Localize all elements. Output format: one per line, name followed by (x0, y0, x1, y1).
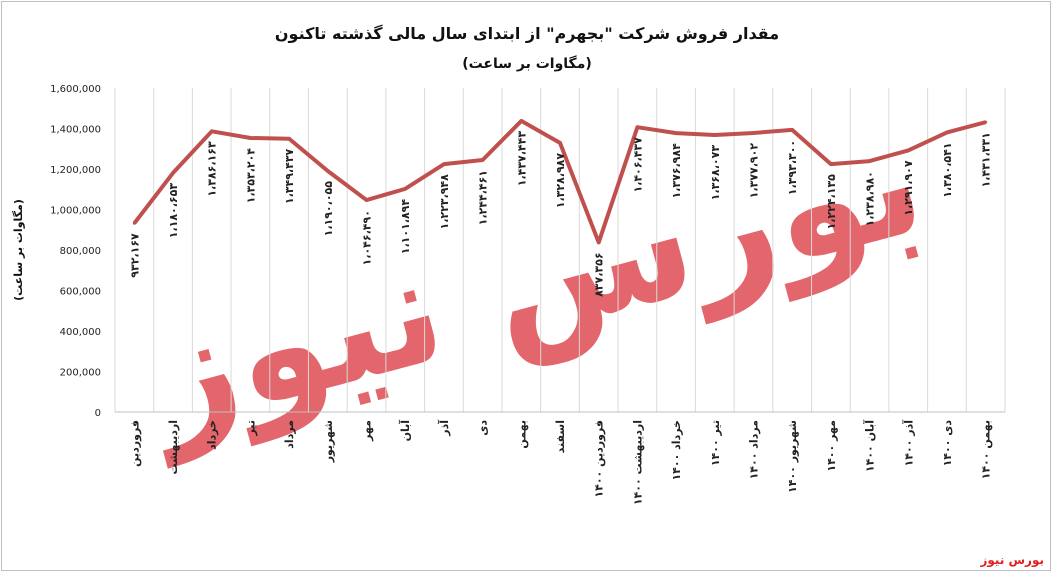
data-point (751, 131, 755, 135)
data-label: ۱،۱۰۱،۸۹۴ (399, 199, 412, 255)
data-point (132, 221, 136, 225)
data-point (365, 198, 369, 202)
y-tick-label: 0 (95, 408, 101, 419)
data-point (558, 141, 562, 145)
data-label: ۱،۱۸۰،۶۵۳ (167, 183, 180, 239)
data-point (326, 169, 330, 173)
data-point (287, 137, 291, 141)
data-label: ۱،۳۸۶،۱۶۳ (206, 141, 219, 197)
chart-title: مقدار فروش شرکت "بجهرم" از ابتدای سال ما… (274, 24, 780, 43)
y-tick-label: 400,000 (60, 327, 101, 338)
data-label: ۱،۳۶۸،۰۷۳ (709, 145, 722, 201)
y-tick-label: 200,000 (60, 368, 101, 379)
series-line (132, 118, 988, 245)
data-point (519, 119, 523, 123)
data-point (481, 158, 485, 162)
x-tick-label: آذر ۱۴۰۰ (901, 420, 915, 467)
x-tick-label: خرداد (206, 420, 219, 450)
data-label: ۱،۳۷۷،۹۰۲ (747, 143, 760, 199)
data-point (210, 129, 214, 133)
data-point (984, 120, 988, 124)
data-point (790, 128, 794, 132)
data-point (171, 171, 175, 175)
data-point (597, 240, 601, 244)
y-tick-label: 600,000 (60, 287, 101, 298)
data-point (403, 187, 407, 191)
data-label: ۱،۳۴۹،۴۳۷ (283, 148, 296, 204)
data-point (635, 125, 639, 129)
plot-grid (114, 88, 1006, 413)
y-tick-label: 1,400,000 (50, 125, 101, 136)
data-label: ۱،۴۰۶،۴۳۷ (631, 137, 644, 193)
data-label: ۱،۲۲۴،۱۳۵ (825, 174, 838, 230)
data-label: ۱،۲۹۱،۹۰۷ (902, 160, 915, 216)
data-label: ۱،۳۹۳،۳۰۰ (786, 140, 799, 195)
data-label: ۱،۳۵۳،۲۰۴ (244, 148, 257, 204)
x-tick-label: فروردین ۱۴۰۰ (593, 420, 606, 498)
y-tick-label: 1,000,000 (50, 206, 101, 217)
x-axis: فروردین اردیبهشت خرداد تیر مرداد شهریور مهر آبا… (128, 420, 992, 506)
x-tick-label: آبان ۱۴۰۰ (863, 420, 877, 472)
y-tick-label: 1,200,000 (50, 165, 101, 176)
data-point (248, 136, 252, 140)
data-point (713, 133, 717, 137)
x-tick-label: تیر ۱۴۰۰ (709, 420, 722, 466)
x-tick-label: اردیبهشت ۱۴۰۰ (631, 420, 644, 505)
chart-subtitle: (مگاوات بر ساعت) (462, 56, 592, 72)
x-tick-label: فروردین (128, 420, 141, 467)
data-point (945, 130, 949, 134)
x-tick-label: مهر (361, 420, 374, 442)
data-point (829, 162, 833, 166)
data-label: ۱،۲۴۴،۴۶۱ (477, 170, 490, 225)
y-axis: 0 200,000 400,000 600,000 800,000 1,000,000 1,… (50, 84, 101, 419)
x-tick-label: اسفند (554, 420, 567, 453)
data-label: ۱،۰۴۶،۴۹۰ (361, 210, 374, 265)
x-tick-label: بهمن ۱۴۰۰ (980, 420, 993, 479)
data-label: ۱،۴۳۱،۳۳۱ (980, 132, 993, 187)
x-tick-label: مرداد ۱۴۰۰ (747, 420, 760, 479)
y-axis-label: (مگاوات بر ساعت) (12, 199, 25, 301)
x-tick-label: شهریور ۱۴۰۰ (786, 420, 799, 493)
x-tick-label: مرداد (283, 420, 296, 449)
data-point (442, 162, 446, 166)
data-label: ۱،۳۲۸،۹۸۷ (554, 153, 567, 209)
data-labels: ۹۳۲،۱۶۷ ۱،۱۸۰،۶۵۳ ۱،۳۸۶،۱۶۳ ۱،۳۵۳،۲۰۴ ۱،۳۴۹،… (128, 131, 992, 297)
x-tick-label: اردیبهشت (167, 420, 180, 474)
data-label: ۱،۴۳۷،۴۴۳ (515, 131, 528, 187)
x-tick-label: خرداد ۱۴۰۰ (670, 420, 683, 481)
data-label: ۱،۱۹۰،۰۵۵ (322, 181, 335, 237)
data-label: ۱،۲۲۳،۹۴۸ (438, 174, 451, 230)
data-label: ۱،۳۸۰،۵۴۱ (941, 142, 954, 197)
x-tick-label: دی ۱۴۰۰ (941, 420, 954, 467)
data-label: ۱،۲۳۸،۹۸۰ (864, 171, 877, 226)
x-tick-label: آبان (398, 420, 412, 442)
x-tick-label: آذر (437, 420, 451, 437)
data-point (674, 131, 678, 135)
data-point (868, 159, 872, 163)
x-tick-label: مهر ۱۴۰۰ (825, 420, 838, 472)
data-label: ۸۳۷،۳۵۶ (593, 252, 606, 296)
data-label: ۱،۳۷۶،۹۸۴ (670, 143, 683, 199)
x-tick-label: بهمن (515, 420, 528, 449)
x-tick-label: شهریور (322, 420, 335, 463)
x-tick-label: دی (477, 420, 490, 436)
y-tick-label: 800,000 (60, 246, 101, 257)
y-tick-label: 1,600,000 (50, 84, 101, 95)
data-label: ۹۳۲،۱۶۷ (128, 233, 141, 278)
data-point (906, 148, 910, 152)
brand-footer: بورس نیوز (980, 553, 1044, 567)
x-tick-label: تیر (244, 420, 257, 436)
